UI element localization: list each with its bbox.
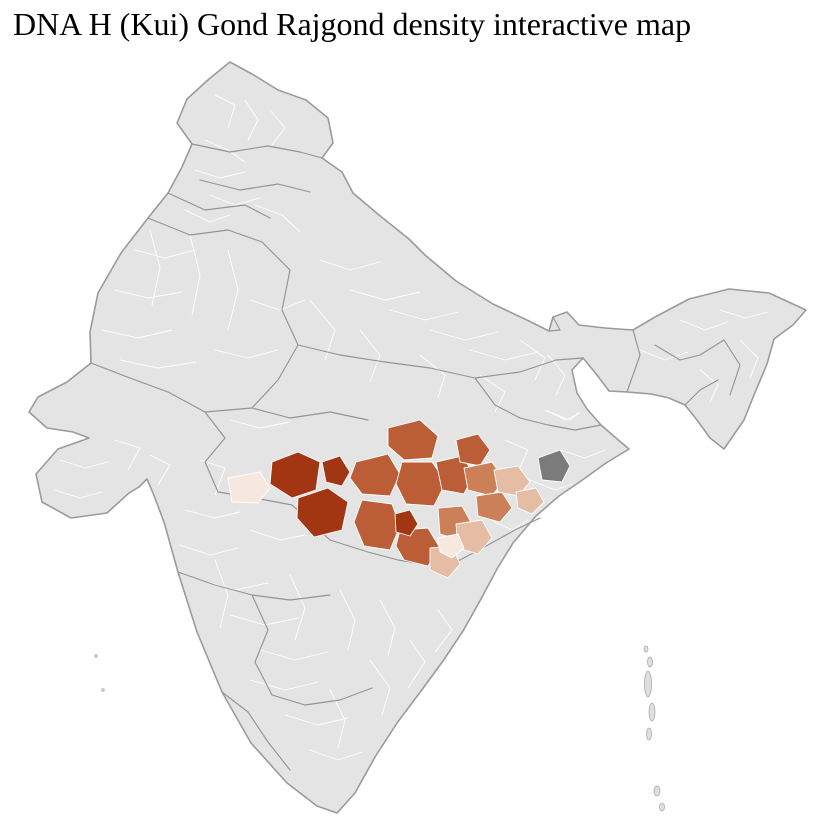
lakshadweep-islands[interactable]	[94, 654, 105, 692]
district-shape[interactable]	[387, 419, 439, 461]
district-shape[interactable]	[475, 491, 513, 523]
district-shape[interactable]	[394, 509, 419, 537]
island-shape[interactable]	[101, 688, 105, 692]
island-shape[interactable]	[644, 670, 652, 698]
district-shape[interactable]	[395, 461, 447, 507]
state-borders	[90, 143, 741, 771]
district-shape[interactable]	[537, 449, 571, 483]
district-shape[interactable]	[395, 527, 441, 567]
districts-density-very-low[interactable]	[227, 471, 465, 559]
district-borders-mesh	[54, 94, 769, 761]
district-shape[interactable]	[321, 455, 351, 487]
island-shape[interactable]	[643, 645, 649, 653]
district-shape[interactable]	[296, 487, 349, 538]
district-shape[interactable]	[493, 465, 531, 497]
district-shape[interactable]	[349, 453, 401, 497]
island-shape[interactable]	[646, 727, 652, 741]
district-shape[interactable]	[227, 471, 271, 504]
district-shape[interactable]	[269, 451, 321, 499]
district-shape[interactable]	[455, 433, 491, 467]
districts-density-medium-high[interactable]	[349, 419, 491, 567]
island-shape[interactable]	[653, 785, 661, 797]
district-shape[interactable]	[515, 487, 545, 515]
island-shape[interactable]	[647, 656, 653, 668]
districts-density-high[interactable]	[269, 451, 419, 538]
page-title: DNA H (Kui) Gond Rajgond density interac…	[13, 6, 692, 42]
island-shape[interactable]	[659, 802, 665, 812]
district-shape[interactable]	[353, 499, 401, 551]
island-shape[interactable]	[94, 654, 98, 658]
island-shape[interactable]	[648, 702, 656, 722]
district-no-data[interactable]	[537, 449, 571, 483]
district-shape[interactable]	[437, 533, 465, 559]
andaman-nicobar-islands[interactable]	[643, 645, 665, 812]
